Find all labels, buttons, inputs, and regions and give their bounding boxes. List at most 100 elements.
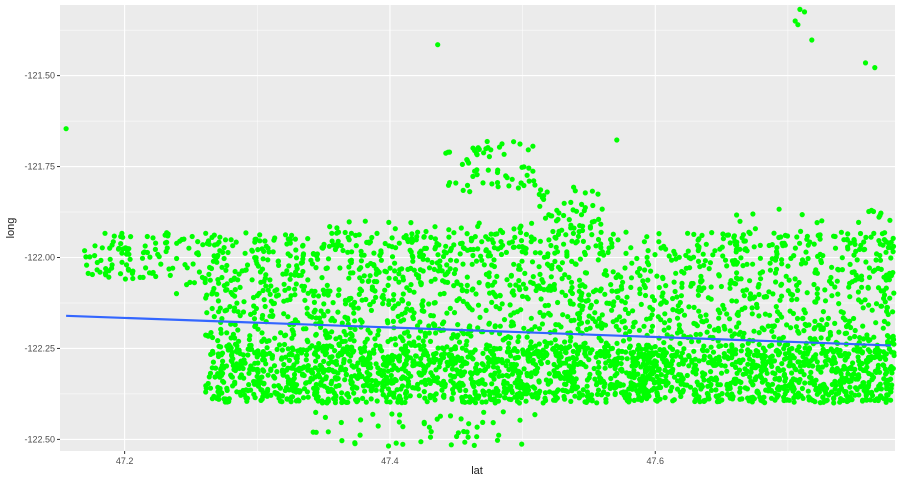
data-point [713,355,719,362]
data-point [489,262,495,268]
data-point [653,350,659,356]
data-point [519,441,525,447]
data-point [357,432,363,438]
data-point [218,365,224,372]
data-point [368,396,374,402]
data-point [658,317,664,323]
data-point [681,312,688,318]
data-point [83,254,89,260]
data-point [460,298,466,304]
data-point [255,369,261,375]
data-point [203,332,209,338]
data-point [463,347,469,353]
data-point [797,359,803,365]
data-point [665,380,671,386]
data-point [237,313,243,319]
data-point [836,387,843,393]
data-point [734,324,740,330]
data-point [577,256,584,262]
data-point [613,323,619,329]
data-point [425,362,431,368]
data-point [218,344,224,350]
data-point [396,279,402,285]
data-point [888,385,894,391]
x-tick-label: 47.6 [647,456,665,466]
data-point [345,317,351,323]
data-point [481,150,487,156]
data-point [345,249,351,255]
data-point [260,287,266,294]
data-point [560,312,566,318]
data-point [210,359,216,365]
data-point [772,257,779,263]
data-point [399,311,405,317]
data-point [284,374,290,380]
data-point [821,348,827,354]
data-point [795,287,801,293]
data-point [345,297,352,303]
data-point [232,268,238,275]
data-point [428,312,434,319]
data-point [592,376,598,382]
data-point [248,311,254,317]
data-point [772,376,778,382]
data-point [852,333,858,340]
data-point [794,315,801,322]
data-point [862,297,868,303]
data-point [485,167,491,173]
data-point [218,330,224,336]
data-point [605,342,611,349]
data-point [363,382,369,388]
data-point [609,288,615,294]
data-point [733,364,739,370]
data-point [526,358,532,364]
data-point [386,298,392,304]
data-point [401,350,407,356]
data-point [421,389,427,395]
data-point [847,261,853,267]
data-point [857,246,863,252]
data-point [375,332,381,338]
data-point [618,274,624,280]
data-point [324,282,330,288]
data-point [557,362,563,368]
data-point [486,388,492,394]
data-point [586,313,592,319]
data-point [861,239,867,245]
data-point [568,225,574,231]
data-point [623,250,629,256]
data-point [389,411,395,417]
data-point [467,189,473,195]
data-point [224,387,230,393]
data-point [345,391,351,397]
data-point [286,263,292,269]
data-point [839,255,845,261]
data-point [766,289,772,295]
data-point [459,161,465,167]
data-point [190,261,196,267]
data-point [427,434,434,440]
data-point [829,293,835,299]
data-point [856,392,862,398]
data-point [203,385,209,391]
data-point [413,237,419,243]
data-point [336,287,342,293]
data-point [223,267,229,273]
data-point [382,240,388,247]
data-point [314,253,320,259]
data-point [718,283,725,290]
data-point [445,279,451,285]
data-point [515,338,521,345]
data-point [196,269,202,275]
data-point [834,365,840,372]
data-point [535,365,541,371]
data-point [372,336,378,342]
data-point [261,336,267,342]
data-point [433,330,439,336]
data-point [862,60,869,66]
data-point [729,355,735,361]
data-point [849,269,855,275]
data-point [490,240,496,246]
data-point [237,284,243,290]
data-point [223,287,229,293]
